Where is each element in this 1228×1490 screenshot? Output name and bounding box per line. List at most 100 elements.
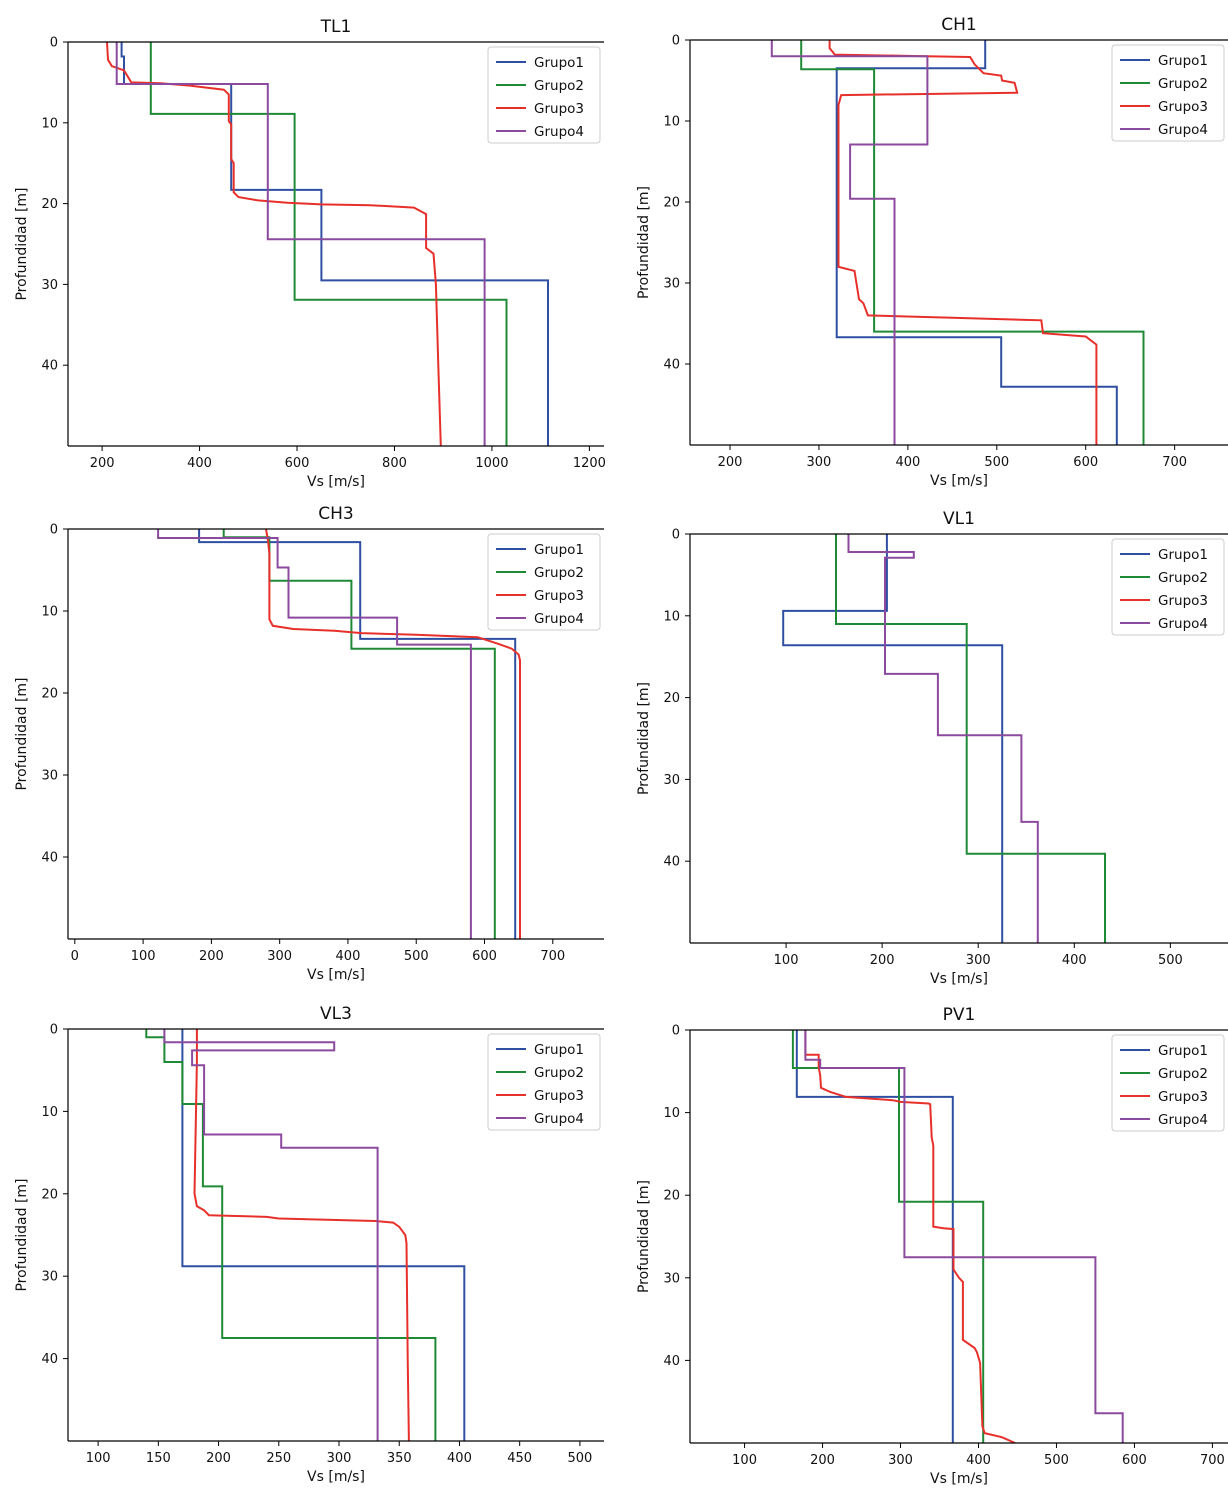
legend: Grupo1 Grupo2 Grupo3 Grupo4 xyxy=(487,533,601,631)
legend-label-grupo3: Grupo3 xyxy=(1158,99,1208,115)
x-tick-label: 400 xyxy=(1062,953,1087,968)
x-tick-label: 200 xyxy=(206,1451,231,1466)
x-tick-label: 600 xyxy=(472,949,497,964)
y-tick-label: 10 xyxy=(663,1106,680,1121)
series-line-grupo2 xyxy=(800,40,1145,445)
series-line-grupo4 xyxy=(157,529,472,939)
legend-label-grupo2: Grupo2 xyxy=(1158,1066,1208,1082)
x-tick-label: 300 xyxy=(327,1451,352,1466)
x-tick-label: 300 xyxy=(966,953,991,968)
series-line-grupo1 xyxy=(181,1029,466,1441)
x-tick-label: 1000 xyxy=(475,456,508,471)
legend-label-grupo4: Grupo4 xyxy=(1158,122,1208,138)
y-tick-label: 0 xyxy=(672,528,680,543)
series-line-grupo1 xyxy=(795,1030,954,1443)
legend: Grupo1 Grupo2 Grupo3 Grupo4 xyxy=(1111,1034,1225,1132)
legend-label-grupo3: Grupo3 xyxy=(534,1088,584,1104)
chart-title: VL1 xyxy=(943,509,975,529)
x-tick-label: 500 xyxy=(984,455,1009,470)
chart-panel-vl1: 100 200 300 400 500 0 10 20 30 40 VL1 Vs [m/s] Profu… xyxy=(636,509,1228,987)
legend-label-grupo3: Grupo3 xyxy=(1158,1089,1208,1105)
series-line-grupo4 xyxy=(847,534,1039,943)
y-tick-label: 10 xyxy=(41,605,58,620)
series-line-grupo4 xyxy=(115,42,486,446)
x-axis-label: Vs [m/s] xyxy=(930,1471,988,1487)
x-tick-label: 500 xyxy=(404,949,429,964)
x-tick-label: 600 xyxy=(285,456,310,471)
y-tick-label: 0 xyxy=(50,1023,58,1038)
x-tick-label: 700 xyxy=(1162,455,1187,470)
legend-box xyxy=(487,533,601,631)
y-tick-label: 30 xyxy=(41,1270,58,1285)
legend-label-grupo3: Grupo3 xyxy=(1158,593,1208,609)
chart-panel-pv1: 100 200 300 400 500 600 700 0 10 20 30 40 PV1 Vs [m/s… xyxy=(636,1005,1228,1487)
x-tick-label: 200 xyxy=(870,953,895,968)
y-tick-label: 0 xyxy=(50,36,58,51)
legend: Grupo1 Grupo2 Grupo3 Grupo4 xyxy=(487,1033,601,1131)
x-tick-label: 600 xyxy=(1122,1453,1147,1468)
legend-label-grupo4: Grupo4 xyxy=(534,611,584,627)
chart-title: PV1 xyxy=(943,1005,976,1025)
y-tick-label: 20 xyxy=(41,687,58,702)
legend-box xyxy=(1111,1034,1225,1132)
x-tick-label: 400 xyxy=(447,1451,472,1466)
x-tick-label: 450 xyxy=(507,1451,532,1466)
x-tick-label: 200 xyxy=(810,1453,835,1468)
x-tick-label: 100 xyxy=(86,1451,111,1466)
x-tick-label: 700 xyxy=(540,949,565,964)
x-tick-label: 200 xyxy=(199,949,224,964)
x-tick-label: 700 xyxy=(1200,1453,1225,1468)
legend-label-grupo2: Grupo2 xyxy=(1158,76,1208,92)
y-tick-label: 40 xyxy=(663,1354,680,1369)
legend-box xyxy=(1111,538,1225,636)
y-tick-label: 40 xyxy=(663,358,680,373)
chart-panel-ch1: 200 300 400 500 600 700 0 10 20 30 40 CH1 Vs [m/s] Pr… xyxy=(636,15,1228,489)
legend-label-grupo3: Grupo3 xyxy=(534,588,584,604)
y-tick-label: 10 xyxy=(41,116,58,131)
x-tick-label: 250 xyxy=(266,1451,291,1466)
y-tick-label: 0 xyxy=(50,523,58,538)
x-tick-label: 600 xyxy=(1073,455,1098,470)
series-line-grupo4 xyxy=(163,1029,379,1441)
x-tick-label: 400 xyxy=(895,455,920,470)
y-axis-label: Profundidad [m] xyxy=(636,1180,652,1293)
y-tick-label: 40 xyxy=(41,1352,58,1367)
legend-box xyxy=(487,46,601,144)
legend-label-grupo4: Grupo4 xyxy=(534,1111,584,1127)
series-line-grupo1 xyxy=(782,534,1004,943)
legend-label-grupo1: Grupo1 xyxy=(534,55,584,71)
x-tick-label: 0 xyxy=(71,949,79,964)
series-line-grupo2 xyxy=(835,534,1106,943)
series-line-grupo1 xyxy=(198,529,517,939)
x-tick-label: 400 xyxy=(336,949,361,964)
series-line-grupo2 xyxy=(791,1030,985,1443)
series-line-grupo2 xyxy=(145,1029,437,1441)
chart-panel-tl1: 200 400 600 800 1000 1200 0 10 20 30 40 TL1 Vs [m/s]… xyxy=(14,17,606,490)
legend-label-grupo1: Grupo1 xyxy=(534,1042,584,1058)
x-tick-label: 150 xyxy=(146,1451,171,1466)
legend-label-grupo2: Grupo2 xyxy=(534,78,584,94)
y-tick-label: 40 xyxy=(41,851,58,866)
y-tick-label: 30 xyxy=(663,1271,680,1286)
series-line-grupo3 xyxy=(265,528,521,939)
x-axis-label: Vs [m/s] xyxy=(307,1469,365,1485)
chart-title: CH3 xyxy=(318,504,353,524)
x-tick-label: 500 xyxy=(1044,1453,1069,1468)
x-axis-label: Vs [m/s] xyxy=(930,473,988,489)
legend-label-grupo1: Grupo1 xyxy=(1158,547,1208,563)
y-tick-label: 10 xyxy=(663,115,680,130)
series-line-grupo1 xyxy=(835,40,1118,445)
series-line-grupo4 xyxy=(804,1030,1124,1443)
legend-label-grupo4: Grupo4 xyxy=(1158,1112,1208,1128)
y-axis-label: Profundidad [m] xyxy=(14,187,30,300)
x-tick-label: 1200 xyxy=(573,456,606,471)
x-tick-label: 800 xyxy=(382,456,407,471)
y-axis-label: Profundidad [m] xyxy=(636,682,652,795)
legend-label-grupo2: Grupo2 xyxy=(1158,570,1208,586)
x-tick-label: 500 xyxy=(1158,953,1183,968)
series-line-grupo3 xyxy=(804,1030,1016,1443)
y-tick-label: 20 xyxy=(663,1189,680,1204)
legend-label-grupo3: Grupo3 xyxy=(534,101,584,117)
legend-label-grupo1: Grupo1 xyxy=(1158,1043,1208,1059)
